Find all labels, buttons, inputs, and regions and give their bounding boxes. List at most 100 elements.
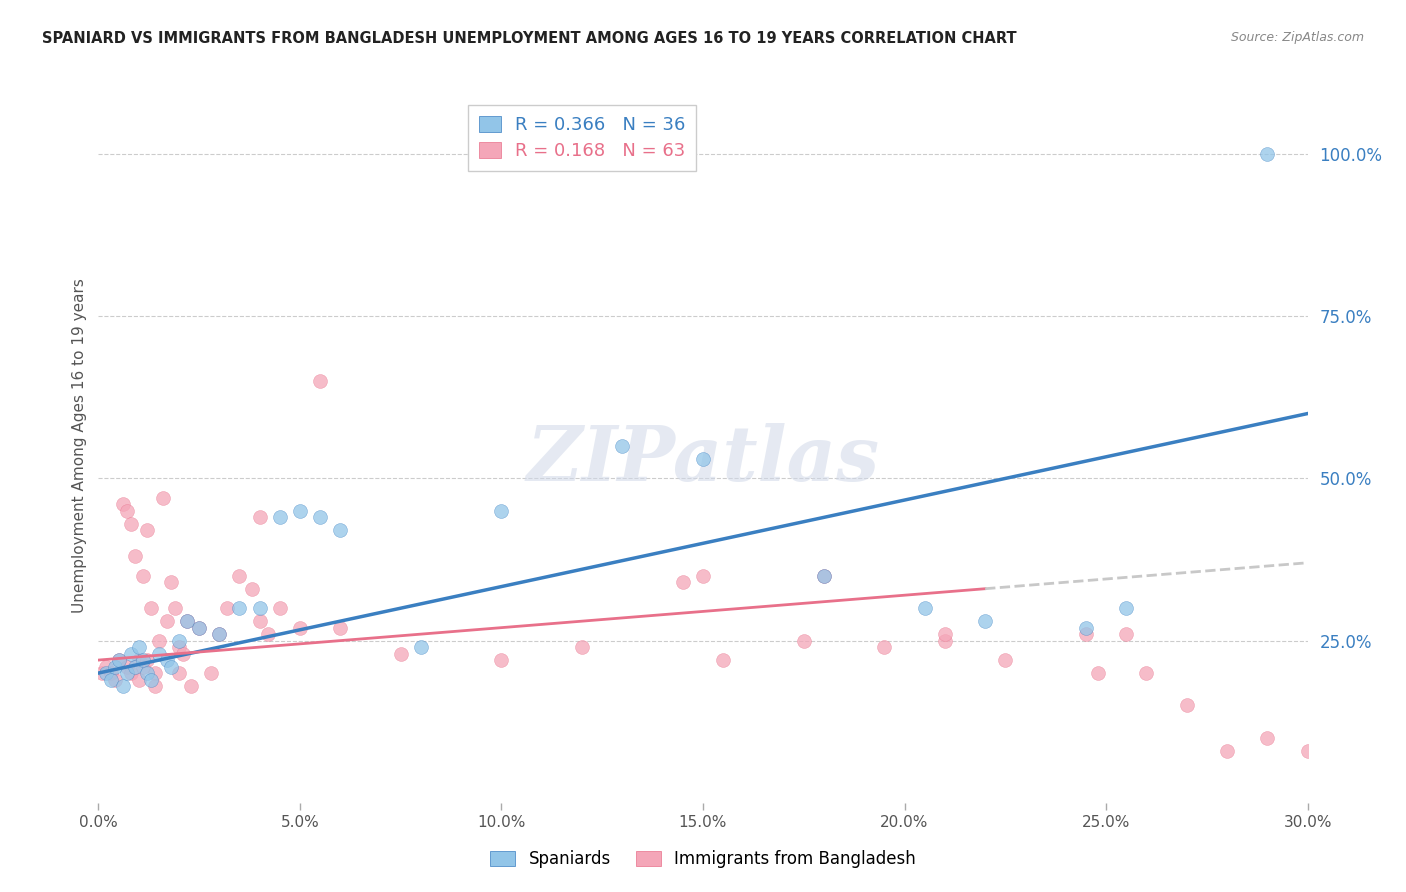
Y-axis label: Unemployment Among Ages 16 to 19 years: Unemployment Among Ages 16 to 19 years — [72, 278, 87, 614]
Text: Source: ZipAtlas.com: Source: ZipAtlas.com — [1230, 31, 1364, 45]
Point — [128, 653, 150, 667]
Point — [163, 601, 186, 615]
Point — [309, 374, 332, 388]
Point — [139, 601, 162, 615]
Point — [176, 614, 198, 628]
Point — [269, 601, 291, 615]
Point — [309, 510, 332, 524]
Legend: R = 0.366   N = 36, R = 0.168   N = 63: R = 0.366 N = 36, R = 0.168 N = 63 — [468, 105, 696, 170]
Point — [491, 504, 513, 518]
Point — [208, 627, 231, 641]
Point — [132, 659, 155, 673]
Point — [143, 679, 166, 693]
Point — [176, 614, 198, 628]
Point — [167, 640, 190, 654]
Point — [1296, 744, 1319, 758]
Point — [288, 504, 311, 518]
Point — [409, 640, 432, 654]
Point — [115, 659, 138, 673]
Point — [160, 659, 183, 673]
Point — [160, 575, 183, 590]
Point — [128, 640, 150, 654]
Point — [914, 601, 936, 615]
Point — [188, 621, 211, 635]
Point — [240, 582, 263, 596]
Point — [135, 524, 157, 538]
Point — [124, 659, 146, 673]
Point — [288, 621, 311, 635]
Legend: Spaniards, Immigrants from Bangladesh: Spaniards, Immigrants from Bangladesh — [484, 844, 922, 875]
Point — [672, 147, 695, 161]
Point — [96, 659, 118, 673]
Point — [111, 497, 134, 511]
Point — [1256, 147, 1278, 161]
Point — [120, 647, 142, 661]
Point — [188, 621, 211, 635]
Point — [132, 568, 155, 582]
Point — [269, 510, 291, 524]
Point — [491, 653, 513, 667]
Point — [107, 653, 129, 667]
Point — [167, 666, 190, 681]
Point — [115, 666, 138, 681]
Point — [1115, 601, 1137, 615]
Point — [1256, 731, 1278, 745]
Point — [1175, 698, 1198, 713]
Point — [249, 601, 271, 615]
Point — [672, 575, 695, 590]
Point — [692, 452, 714, 467]
Point — [200, 666, 222, 681]
Point — [813, 568, 835, 582]
Point — [1115, 627, 1137, 641]
Point — [91, 666, 114, 681]
Point — [124, 549, 146, 564]
Point — [1216, 744, 1239, 758]
Point — [100, 673, 122, 687]
Point — [128, 673, 150, 687]
Point — [571, 640, 593, 654]
Point — [96, 666, 118, 681]
Point — [228, 601, 250, 615]
Point — [974, 614, 997, 628]
Point — [813, 568, 835, 582]
Point — [934, 627, 956, 641]
Point — [994, 653, 1017, 667]
Point — [228, 568, 250, 582]
Point — [100, 666, 122, 681]
Point — [180, 679, 202, 693]
Point — [143, 666, 166, 681]
Text: ZIPatlas: ZIPatlas — [526, 424, 880, 497]
Point — [217, 601, 239, 615]
Point — [167, 633, 190, 648]
Point — [139, 673, 162, 687]
Point — [135, 666, 157, 681]
Point — [107, 653, 129, 667]
Point — [103, 673, 125, 687]
Point — [120, 516, 142, 531]
Point — [135, 653, 157, 667]
Point — [152, 491, 174, 505]
Point — [612, 439, 634, 453]
Point — [156, 614, 179, 628]
Point — [1087, 666, 1109, 681]
Point — [249, 614, 271, 628]
Point — [389, 647, 412, 661]
Point — [934, 633, 956, 648]
Point — [873, 640, 896, 654]
Text: SPANIARD VS IMMIGRANTS FROM BANGLADESH UNEMPLOYMENT AMONG AGES 16 TO 19 YEARS CO: SPANIARD VS IMMIGRANTS FROM BANGLADESH U… — [42, 31, 1017, 46]
Point — [156, 653, 179, 667]
Point — [120, 666, 142, 681]
Point — [711, 653, 734, 667]
Point — [111, 679, 134, 693]
Point — [1135, 666, 1157, 681]
Point — [256, 627, 278, 641]
Point — [249, 510, 271, 524]
Point — [1074, 627, 1097, 641]
Point — [208, 627, 231, 641]
Point — [1074, 621, 1097, 635]
Point — [329, 524, 352, 538]
Point — [148, 647, 170, 661]
Point — [329, 621, 352, 635]
Point — [115, 504, 138, 518]
Point — [148, 633, 170, 648]
